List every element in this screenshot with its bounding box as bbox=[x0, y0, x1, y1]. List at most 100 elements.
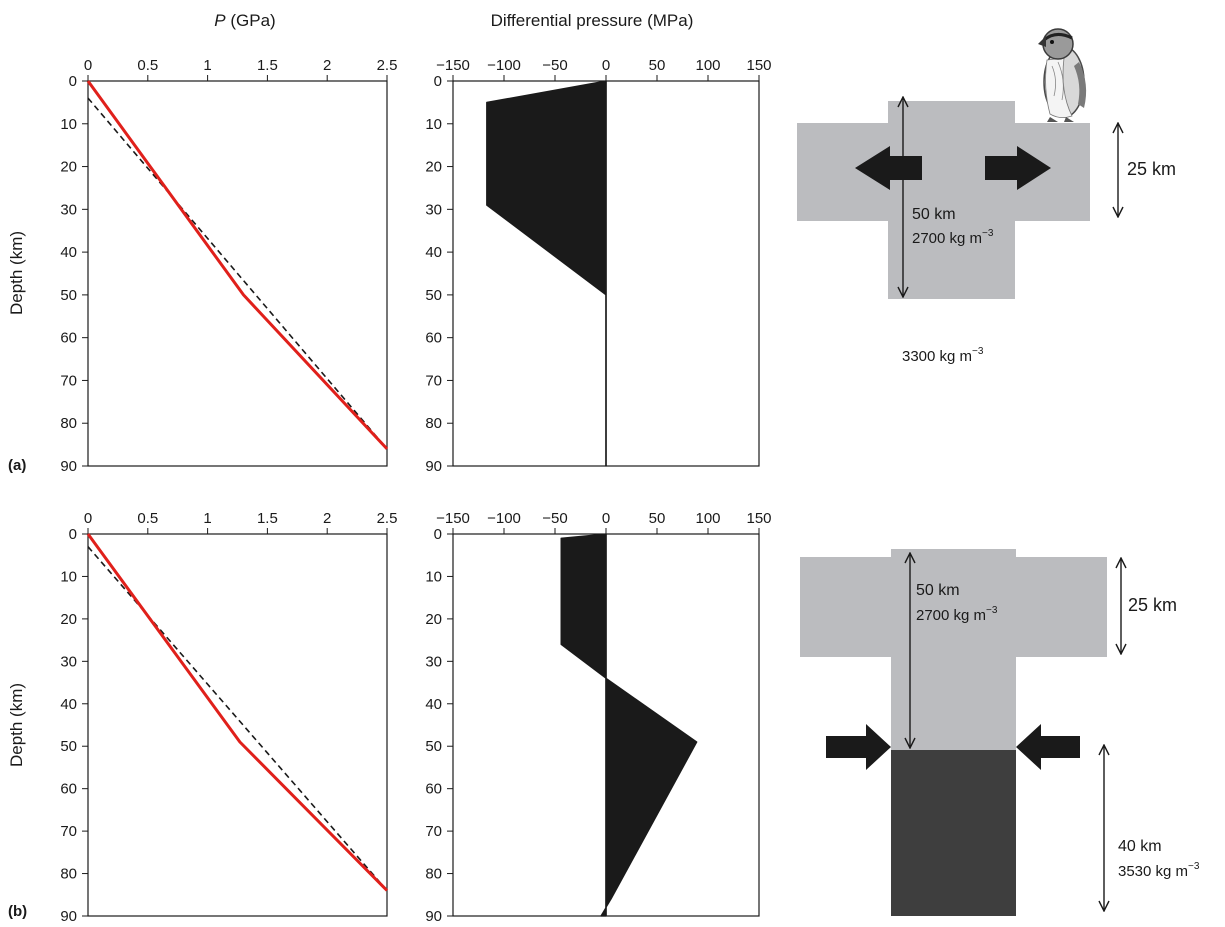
x-tick-label: −50 bbox=[542, 510, 567, 527]
panel-a: (a) P (GPa) 0 0.5 1 1.5 2 2.5 0 10 20 30 40 50 60 70 8… bbox=[7, 11, 1176, 475]
root-thickness-label: 40 km bbox=[1118, 838, 1162, 855]
y-tick-label: 30 bbox=[60, 653, 77, 670]
x-tick-label: 150 bbox=[746, 510, 771, 527]
y-tick-label: 80 bbox=[425, 866, 442, 883]
pressure-depth-plot-b: 0 0.5 1 1.5 2 2.5 0 10 20 30 40 50 60 70 80 90 Depth (km… bbox=[7, 510, 397, 925]
y-tick-label: 40 bbox=[60, 244, 77, 261]
y-tick-label: 90 bbox=[60, 458, 77, 475]
pressure-axis-title: P (GPa) bbox=[214, 11, 275, 30]
x-tick-label: 2.5 bbox=[377, 510, 398, 527]
elevation-label: 25 km bbox=[1128, 595, 1177, 615]
x-tick-label: 0 bbox=[84, 510, 92, 527]
x-tick-label: −150 bbox=[436, 57, 470, 74]
differential-pressure-plot-a: −150 −100 −50 0 50 100 150 0 10 20 30 40 50 60 70 80 90 bbox=[425, 57, 771, 475]
y-tick-label: 30 bbox=[425, 201, 442, 218]
x-tick-label: 2.5 bbox=[377, 57, 398, 74]
y-tick-label: 70 bbox=[60, 372, 77, 389]
y-tick-label: 90 bbox=[60, 908, 77, 925]
y-tick-label: 0 bbox=[434, 526, 442, 543]
crust-density-label: 2700 kg m−3 bbox=[916, 605, 998, 624]
y-tick-label: 10 bbox=[60, 116, 77, 133]
x-tick-label: 150 bbox=[746, 57, 771, 74]
y-tick-label: 70 bbox=[425, 372, 442, 389]
y-tick-label: 30 bbox=[60, 201, 77, 218]
light-crust-block bbox=[797, 101, 1090, 299]
y-tick-label: 70 bbox=[425, 823, 442, 840]
depth-axis-title: Depth (km) bbox=[7, 231, 26, 315]
differential-pressure-area bbox=[486, 80, 607, 467]
differential-pressure-axis-title: Differential pressure (MPa) bbox=[491, 11, 694, 30]
root-density-label: 3530 kg m−3 bbox=[1118, 861, 1200, 880]
x-tick-label: 50 bbox=[649, 510, 666, 527]
x-tick-label: 0 bbox=[602, 510, 610, 527]
y-tick-label: 90 bbox=[425, 458, 442, 475]
x-tick-label: 0.5 bbox=[137, 510, 158, 527]
y-tick-label: 80 bbox=[60, 415, 77, 432]
y-tick-label: 0 bbox=[69, 73, 77, 90]
x-tick-label: 2 bbox=[323, 510, 331, 527]
y-tick-label: 50 bbox=[60, 287, 77, 304]
y-tick-label: 60 bbox=[60, 330, 77, 347]
y-tick-label: 50 bbox=[425, 287, 442, 304]
thickness-label: 50 km bbox=[912, 206, 956, 223]
y-tick-label: 10 bbox=[425, 568, 442, 585]
panel-b-label: (b) bbox=[8, 903, 27, 920]
x-tick-label: 0 bbox=[602, 57, 610, 74]
arrow-inward-left-icon bbox=[826, 724, 891, 770]
arrow-inward-right-icon bbox=[1016, 724, 1080, 770]
y-tick-label: 40 bbox=[425, 696, 442, 713]
y-tick-label: 20 bbox=[425, 611, 442, 628]
y-tick-label: 50 bbox=[425, 738, 442, 755]
panel-b: (b) 0 0.5 1 1.5 2 2.5 0 10 20 30 40 50 60 70 80 90 Depth… bbox=[7, 510, 1200, 925]
mantle-density-label: 3300 kg m−3 bbox=[902, 346, 984, 365]
reference-pressure-line bbox=[87, 97, 388, 450]
thickness-label: 50 km bbox=[916, 582, 960, 599]
y-tick-label: 60 bbox=[425, 330, 442, 347]
pressure-line bbox=[86, 533, 389, 892]
penguin-icon bbox=[1038, 28, 1087, 122]
y-tick-label: 80 bbox=[425, 415, 442, 432]
x-tick-label: −50 bbox=[542, 57, 567, 74]
elevation-label: 25 km bbox=[1127, 159, 1176, 179]
crust-density-label: 2700 kg m−3 bbox=[912, 228, 994, 247]
differential-pressure-area bbox=[560, 533, 698, 917]
y-tick-label: 50 bbox=[60, 738, 77, 755]
y-tick-label: 20 bbox=[60, 611, 77, 628]
crust-diagram-a: 50 km 2700 kg m−3 25 km 3300 kg m−3 bbox=[797, 28, 1176, 365]
arrow-right-icon bbox=[985, 146, 1051, 190]
y-tick-label: 0 bbox=[69, 526, 77, 543]
x-tick-label: 1 bbox=[203, 510, 211, 527]
y-tick-label: 80 bbox=[60, 866, 77, 883]
y-tick-label: 0 bbox=[434, 73, 442, 90]
x-tick-label: −150 bbox=[436, 510, 470, 527]
panel-a-label: (a) bbox=[8, 457, 26, 474]
x-tick-label: 100 bbox=[695, 510, 720, 527]
y-tick-label: 20 bbox=[425, 159, 442, 176]
x-tick-label: 1.5 bbox=[257, 57, 278, 74]
pressure-line bbox=[86, 80, 389, 450]
x-tick-label: −100 bbox=[487, 57, 521, 74]
crust-diagram-b: 50 km 2700 kg m−3 25 km 40 km 3530 kg m−… bbox=[800, 549, 1200, 916]
x-tick-label: 1.5 bbox=[257, 510, 278, 527]
x-tick-label: −100 bbox=[487, 510, 521, 527]
reference-pressure-line bbox=[87, 546, 388, 892]
x-tick-label: 0.5 bbox=[137, 57, 158, 74]
x-tick-label: 2 bbox=[323, 57, 331, 74]
y-tick-label: 60 bbox=[425, 781, 442, 798]
x-tick-label: 1 bbox=[203, 57, 211, 74]
y-tick-label: 40 bbox=[425, 244, 442, 261]
x-tick-label: 50 bbox=[649, 57, 666, 74]
light-crust-block bbox=[800, 549, 1107, 750]
y-tick-label: 60 bbox=[60, 781, 77, 798]
dense-root-block bbox=[891, 750, 1016, 916]
y-tick-label: 70 bbox=[60, 823, 77, 840]
differential-pressure-plot-b: −150 −100 −50 0 50 100 150 0 10 20 30 40 50 60 70 80 90 bbox=[425, 510, 771, 925]
y-tick-label: 20 bbox=[60, 159, 77, 176]
y-tick-label: 30 bbox=[425, 653, 442, 670]
depth-axis-title: Depth (km) bbox=[7, 683, 26, 767]
plot-frame bbox=[87, 80, 388, 467]
y-tick-label: 90 bbox=[425, 908, 442, 925]
y-tick-label: 10 bbox=[60, 568, 77, 585]
y-tick-label: 10 bbox=[425, 116, 442, 133]
